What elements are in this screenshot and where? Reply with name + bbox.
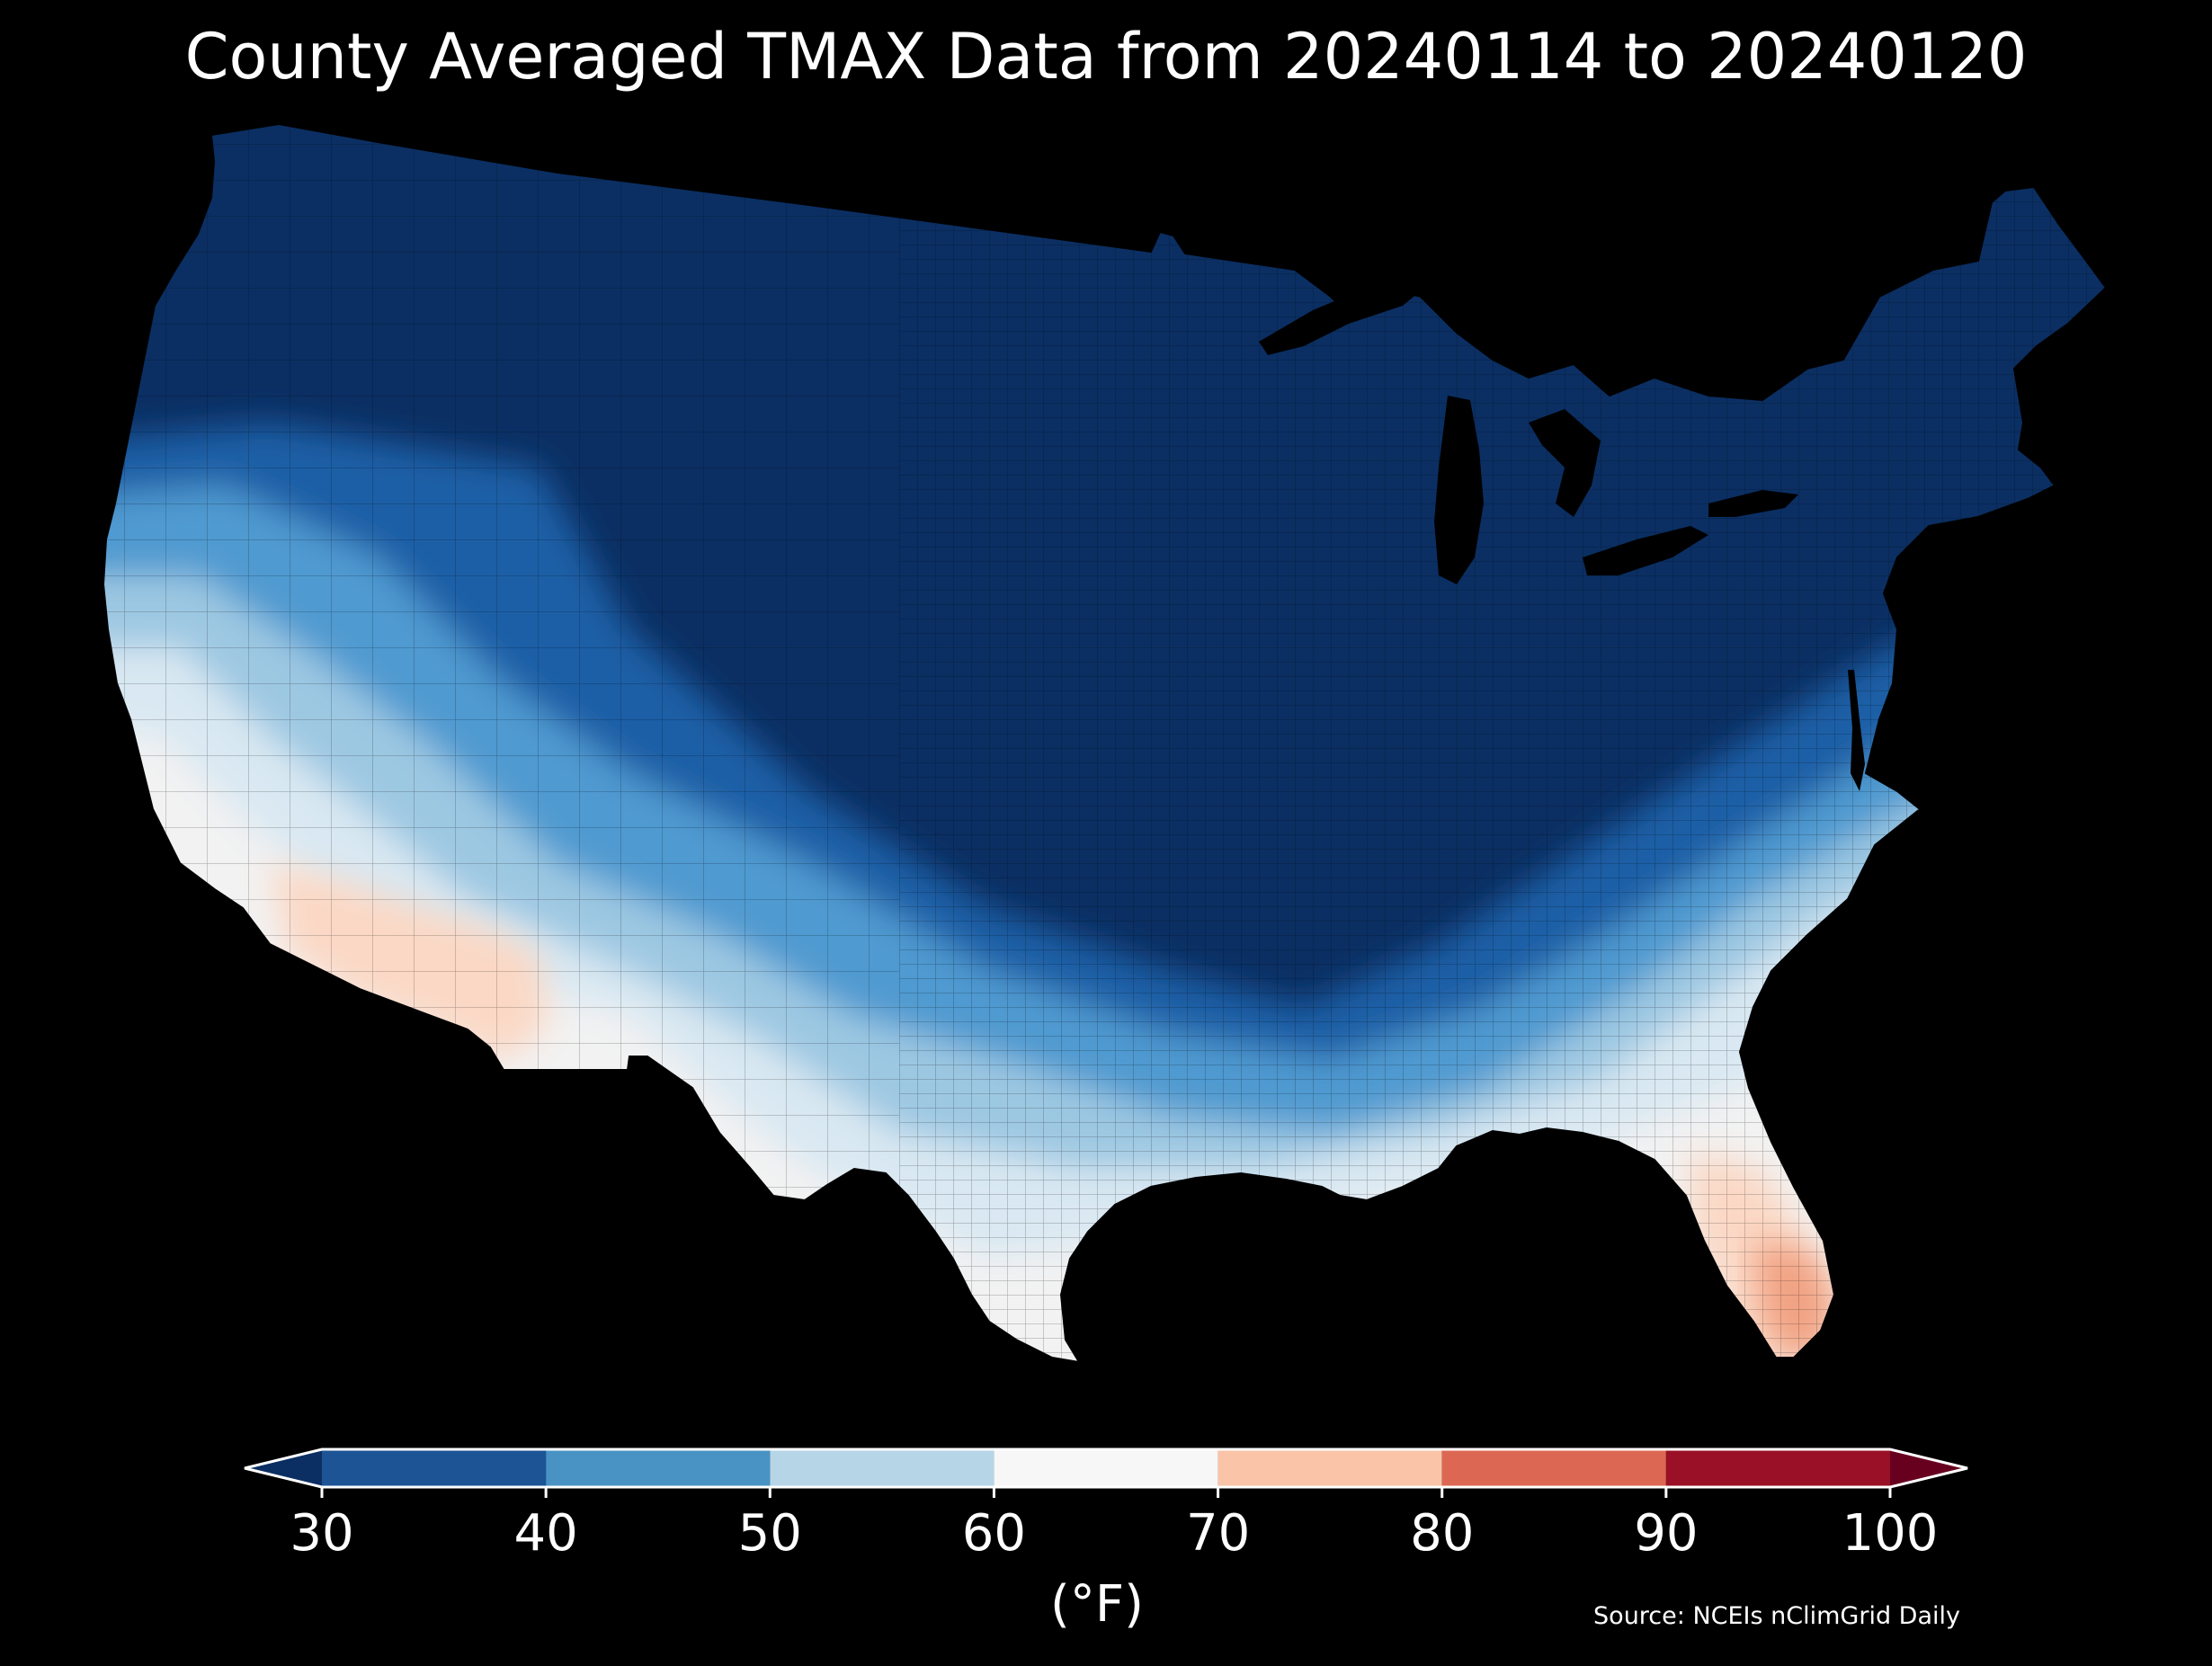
lake-ontario <box>1708 490 1798 517</box>
chesapeake-bay <box>1848 670 1865 791</box>
chart-title: County Averaged TMAX Data from 20240114 … <box>184 20 2028 94</box>
colorbar-unit-label: (°F) <box>1050 1575 1144 1634</box>
source-note: Source: NCEIs nClimGrid Daily <box>1593 1602 1960 1630</box>
lake-superior <box>1259 274 1430 355</box>
colorbar-tick-label: 60 <box>962 1504 1026 1563</box>
colorbar-tick-label: 40 <box>514 1504 578 1563</box>
colorbar-tick-label: 70 <box>1186 1504 1250 1563</box>
lake-michigan <box>1434 396 1484 584</box>
colorbar-tick-label: 100 <box>1842 1504 1939 1563</box>
colorbar-bin <box>1441 1449 1666 1487</box>
colorbar-under-extension <box>245 1449 322 1487</box>
lake-erie <box>1583 526 1708 575</box>
colorbar-bin <box>770 1449 995 1487</box>
colorbar-bin <box>1217 1449 1442 1487</box>
colorbar-bin <box>322 1449 547 1487</box>
colorbar-tick-label: 90 <box>1634 1504 1698 1563</box>
colorbar-tick-label: 80 <box>1410 1504 1474 1563</box>
colorbar-bin <box>546 1449 771 1487</box>
colorbar-bin <box>994 1449 1218 1487</box>
colorbar-bin <box>1665 1449 1890 1487</box>
colorbar-over-extension <box>1890 1449 1967 1487</box>
colorbar-tick-label: 50 <box>738 1504 802 1563</box>
lake-huron <box>1529 409 1601 517</box>
colorbar-tick-label: 30 <box>290 1504 353 1563</box>
